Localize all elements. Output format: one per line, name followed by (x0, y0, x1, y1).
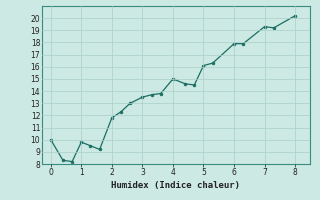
X-axis label: Humidex (Indice chaleur): Humidex (Indice chaleur) (111, 181, 241, 190)
